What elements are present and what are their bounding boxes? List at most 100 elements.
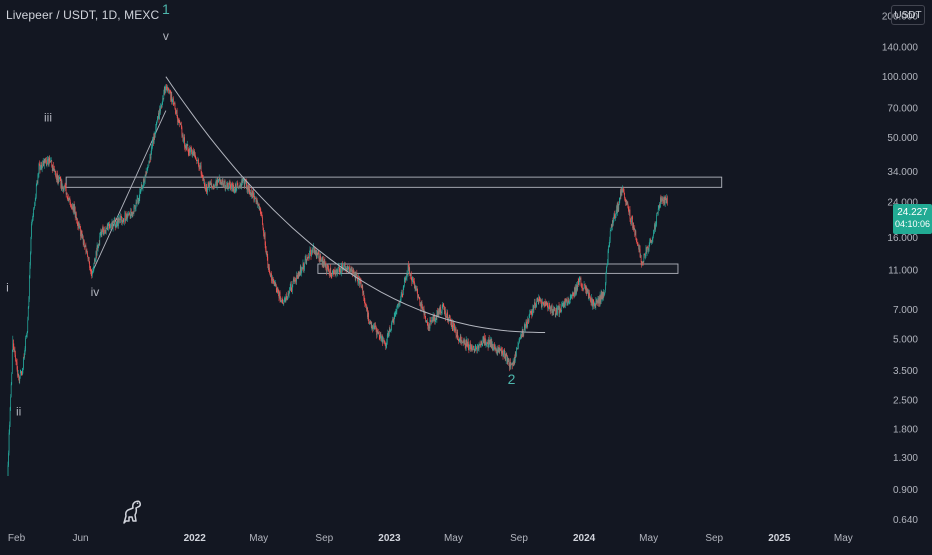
candle-body xyxy=(122,220,124,222)
candle-body xyxy=(461,340,462,342)
candle-body xyxy=(49,157,50,162)
candle-body xyxy=(273,280,274,283)
candle-body xyxy=(437,311,439,316)
candle-body xyxy=(585,287,587,291)
decay-curve-layer xyxy=(165,76,546,333)
candle-body xyxy=(187,144,189,149)
candle-body xyxy=(632,224,634,228)
candle-body xyxy=(386,334,388,343)
candle-body xyxy=(285,296,287,302)
candle-body xyxy=(507,358,509,359)
candle-body xyxy=(304,263,305,268)
candle-body xyxy=(475,347,477,349)
candle-body xyxy=(455,328,456,331)
candle-body xyxy=(274,282,276,284)
candle-body xyxy=(48,158,49,166)
candle-body xyxy=(568,301,570,303)
candle-body xyxy=(64,185,66,187)
candle-body xyxy=(499,348,501,350)
candle-body xyxy=(144,181,145,183)
candle-body xyxy=(648,248,649,250)
candle-body xyxy=(180,123,182,126)
candle-body xyxy=(198,165,200,169)
candle-body xyxy=(516,348,518,349)
candle-body xyxy=(639,248,641,257)
candle-body xyxy=(90,271,92,273)
candle-body xyxy=(527,319,528,327)
candle-body xyxy=(84,245,86,247)
candle-body xyxy=(52,165,54,171)
candle-body xyxy=(295,281,297,282)
candle-body xyxy=(234,188,236,191)
candle-body xyxy=(91,272,93,276)
candle-body xyxy=(632,218,633,228)
candle-body xyxy=(384,342,386,346)
candle-body xyxy=(565,299,567,302)
candle-body xyxy=(455,328,457,335)
candle-body xyxy=(78,222,80,229)
candle-body xyxy=(610,224,612,230)
wave-label: 1 xyxy=(162,1,170,17)
candle-body xyxy=(320,255,321,261)
candle-body xyxy=(315,251,317,258)
candle-body xyxy=(179,122,181,124)
candle-body xyxy=(376,330,378,336)
candle-body xyxy=(107,224,109,230)
candle-body xyxy=(400,294,402,300)
candle-body xyxy=(615,211,617,217)
candle-body xyxy=(502,353,504,357)
candle-body xyxy=(25,338,26,349)
candle-body xyxy=(326,264,328,272)
candle-body xyxy=(202,177,204,181)
candle-body xyxy=(646,247,647,253)
candle-body xyxy=(97,245,99,248)
candle-body xyxy=(29,265,31,279)
candle-body xyxy=(317,252,318,255)
candle-body xyxy=(213,184,215,187)
candle-body xyxy=(375,326,377,331)
candle-body xyxy=(309,249,311,252)
candle-body xyxy=(221,182,223,185)
candle-body xyxy=(544,301,546,305)
candle-body xyxy=(598,297,600,304)
candle-body xyxy=(650,240,652,243)
candle-body xyxy=(318,253,320,259)
candle-body xyxy=(37,174,39,184)
candle-body xyxy=(350,268,352,272)
candle-body xyxy=(608,245,610,246)
candle-body xyxy=(205,188,206,190)
candle-body xyxy=(65,186,66,189)
candle-body xyxy=(147,167,149,170)
candle-body xyxy=(535,304,536,308)
candle-body xyxy=(135,202,137,208)
candle-body xyxy=(187,148,189,153)
candle-body xyxy=(363,292,365,299)
wave-label: v xyxy=(163,29,169,43)
symbol-title[interactable]: Livepeer / USDT, 1D, MEXC xyxy=(6,8,160,22)
candle-body xyxy=(44,159,46,161)
candle-body xyxy=(524,325,526,328)
currency-button[interactable]: USDT xyxy=(891,5,925,25)
candle-body xyxy=(367,307,368,318)
candle-body xyxy=(554,309,556,311)
candle-body xyxy=(576,285,578,290)
candle-body xyxy=(126,214,127,220)
candle-body xyxy=(235,188,237,192)
candle-body xyxy=(621,188,623,192)
candle-body xyxy=(103,233,105,235)
candle-body xyxy=(279,292,281,301)
candle-body xyxy=(480,341,482,346)
candle-body xyxy=(185,144,186,149)
candle-body xyxy=(347,265,349,270)
candle-body xyxy=(263,227,264,233)
candle-body xyxy=(83,241,85,245)
candle-body xyxy=(237,183,238,186)
candle-body xyxy=(27,320,29,332)
x-tick-label: 2025 xyxy=(768,533,791,544)
candle-body xyxy=(564,300,565,306)
candle-body xyxy=(478,345,479,350)
tradingview-dino-icon[interactable] xyxy=(120,499,144,525)
candle-body xyxy=(598,298,599,304)
